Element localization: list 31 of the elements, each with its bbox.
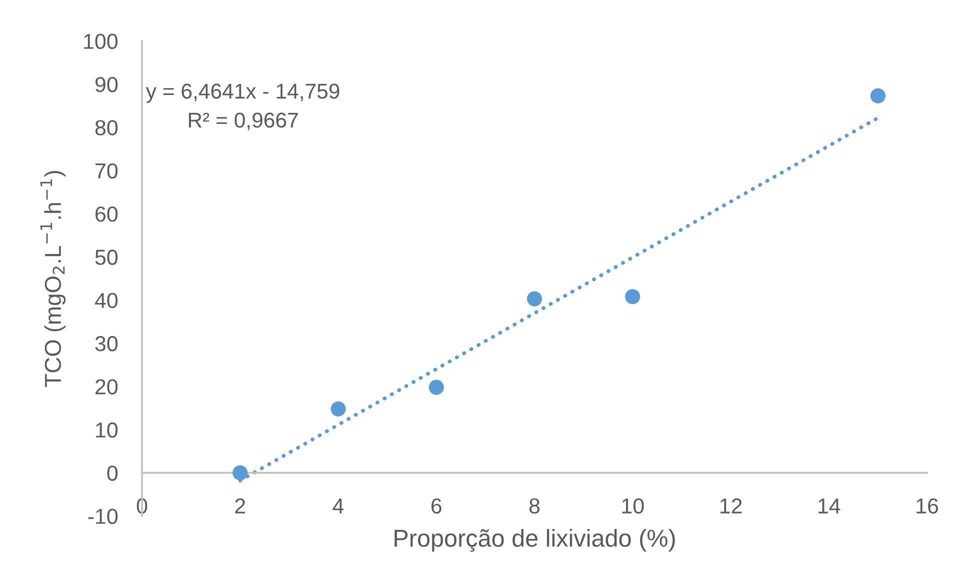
- x-tick-label: 8: [529, 498, 540, 514]
- point: [428, 380, 444, 395]
- point: [232, 465, 248, 480]
- annotation: R² = 0,9667: [188, 112, 298, 130]
- y-tick-label: 90: [95, 76, 118, 92]
- x-tick-label: 0: [136, 498, 148, 514]
- y-tick-label: 60: [96, 206, 118, 222]
- annotation: y = 6,4641x - 14,759: [146, 84, 340, 103]
- point: [870, 88, 886, 104]
- x-tick-label: 16: [916, 498, 938, 514]
- y-tick-label: 100: [84, 34, 118, 50]
- point: [526, 291, 542, 306]
- y-tick-label: 40: [94, 292, 118, 308]
- point: [330, 401, 346, 416]
- x-tick-label: 2: [235, 498, 246, 514]
- y-tick-label: 30: [95, 336, 118, 352]
- y-tick-label: 70: [96, 163, 118, 179]
- x-axis-title: Proporção de lixiviado (%): [394, 528, 675, 552]
- point: [625, 289, 640, 304]
- x-tick-label: 10: [622, 498, 644, 514]
- y-tick-label: -10: [88, 508, 118, 524]
- x-tick-label: 6: [431, 498, 442, 514]
- y-tick-label: 10: [96, 422, 118, 438]
- x-tick-label: 12: [720, 498, 742, 514]
- y-tick-label: 80: [95, 120, 118, 136]
- x-tick-label: 4: [332, 498, 344, 514]
- x-tick-label: 14: [818, 498, 840, 514]
- y-tick-label: 50: [95, 250, 118, 265]
- y-axis-title: TCO (mgO$_{2}$.L$^{−1}$.h$^{−1}$): [40, 170, 66, 387]
- y-tick-label: 20: [96, 379, 118, 394]
- y-tick-label: 0: [107, 466, 118, 481]
